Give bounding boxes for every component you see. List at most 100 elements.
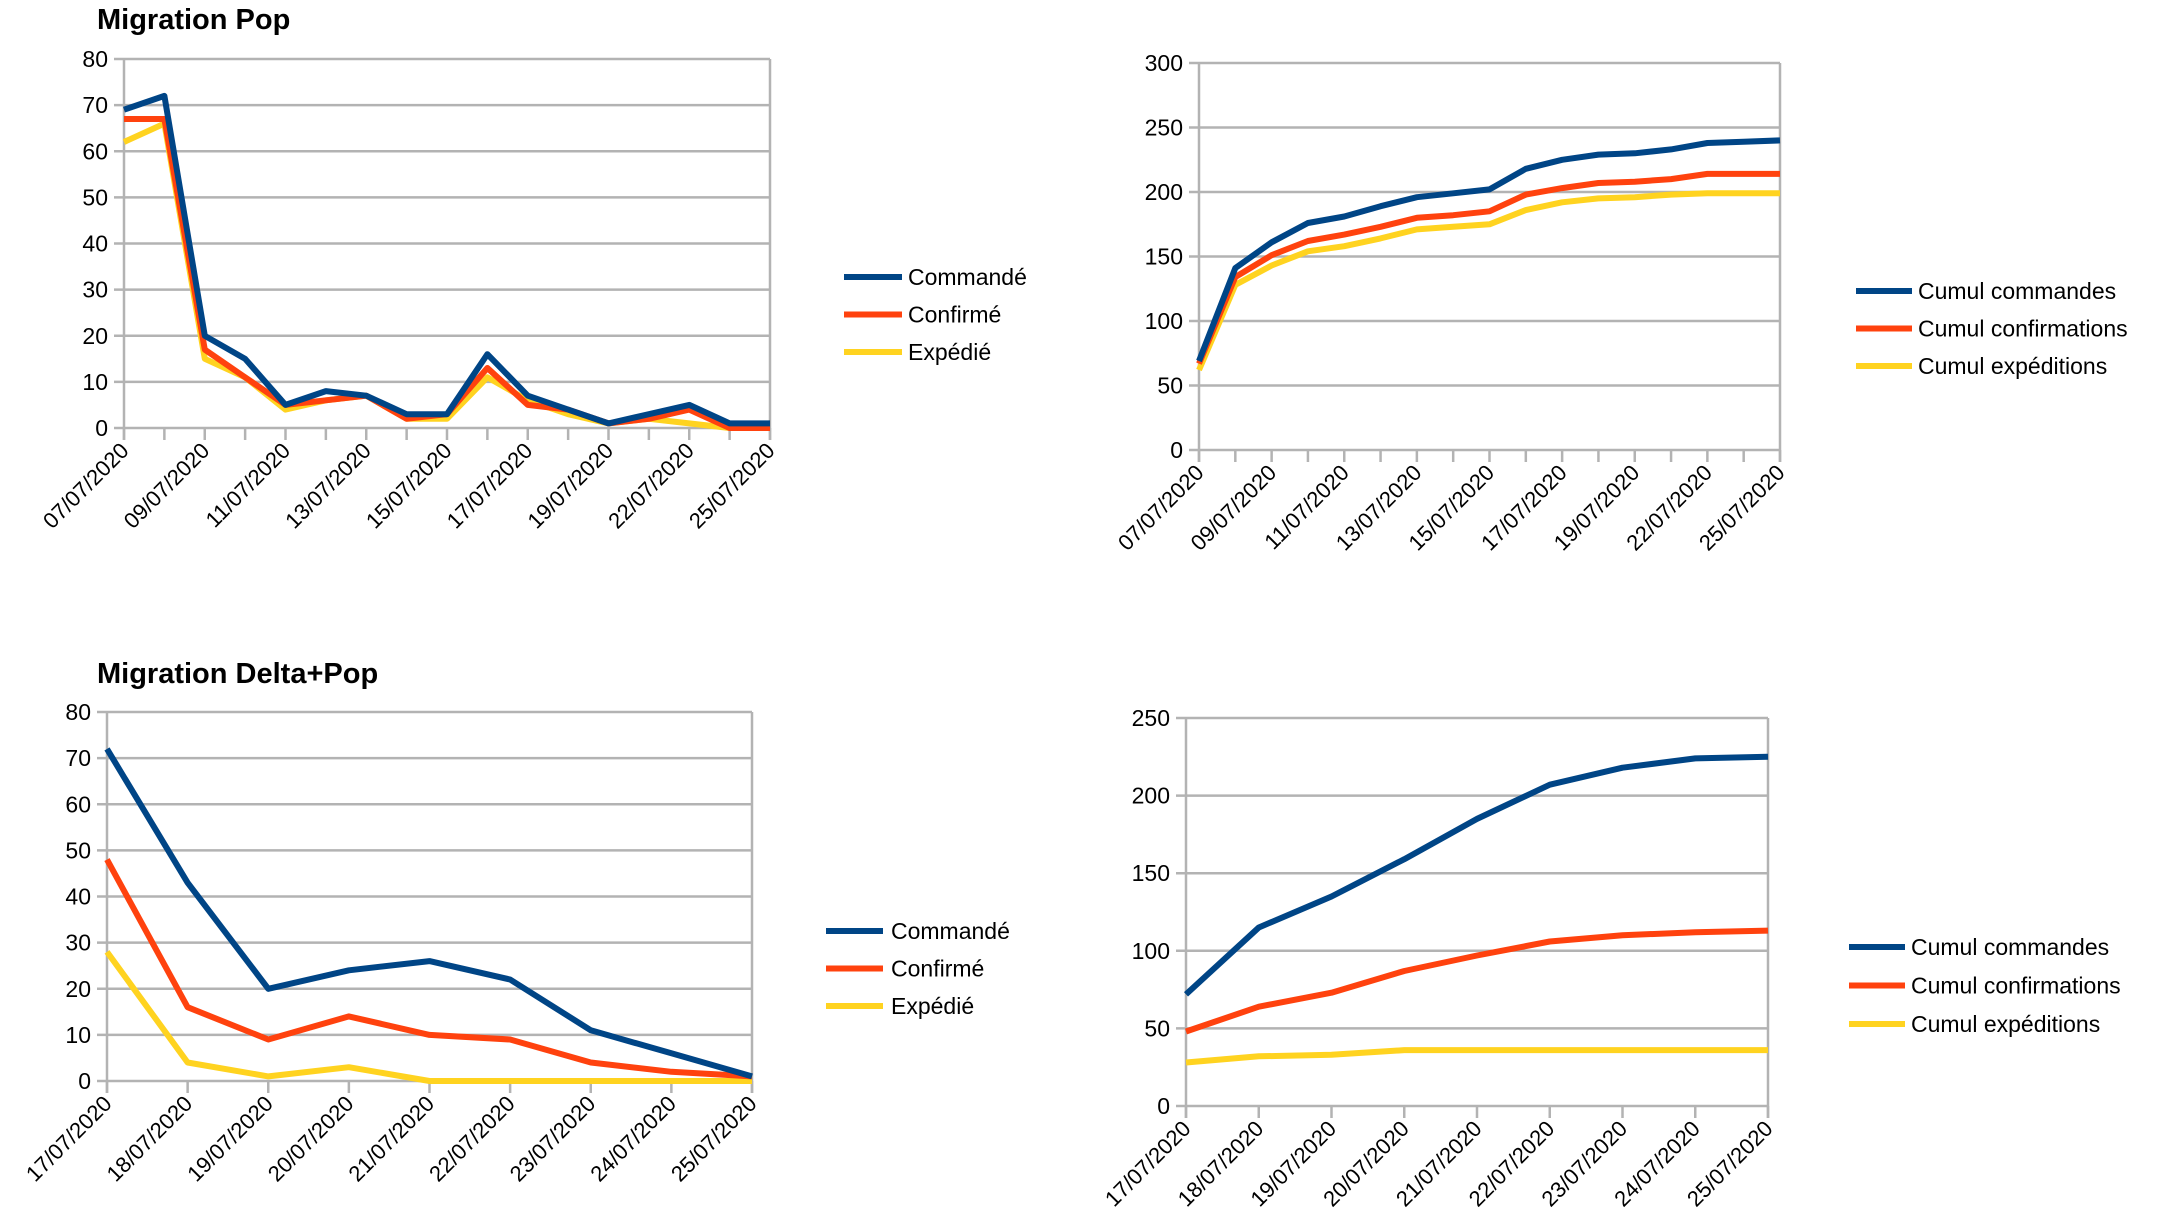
y-tick-label: 0 [1170, 437, 1183, 463]
data-point-cumul-confirmations [1777, 171, 1783, 177]
data-point-expedie [161, 121, 167, 127]
data-point-cumul-commandes [1414, 194, 1420, 200]
data-point-cumul-confirmations [1523, 192, 1529, 198]
data-point-cumul-expeditions [1305, 248, 1311, 254]
data-point-expedie [427, 1078, 433, 1084]
data-point-cumul-expeditions [1595, 195, 1601, 201]
y-tick-label: 60 [65, 791, 91, 817]
data-point-cumul-expeditions [1777, 190, 1783, 196]
legend-item-cumul-expeditions: Cumul expéditions [1849, 1011, 2100, 1037]
x-tick-label: 24/07/2020 [585, 1091, 681, 1187]
x-axis-ticks [1197, 450, 1782, 462]
data-point-expedie [727, 425, 733, 431]
data-point-cumul-commandes [1269, 239, 1275, 245]
data-point-cumul-confirmations [1559, 185, 1565, 191]
data-point-commande [588, 1027, 594, 1033]
data-point-cumul-expeditions [1741, 190, 1747, 196]
x-tick-label: 07/07/2020 [38, 438, 134, 534]
y-tick-label: 30 [82, 277, 108, 303]
data-point-cumul-expeditions [1668, 192, 1674, 198]
gridlines [97, 710, 752, 1083]
series-line-cumul-expeditions [1185, 1047, 1768, 1066]
data-point-cumul-commandes [1474, 816, 1480, 822]
legend-item-cumul-expeditions: Cumul expéditions [1856, 353, 2107, 379]
data-point-confirme [484, 365, 490, 371]
x-tick-label: 22/07/2020 [424, 1091, 520, 1187]
legend-label: Commandé [891, 918, 1010, 944]
series-line-commande [104, 747, 753, 1080]
data-point-cumul-expeditions [1487, 221, 1493, 227]
data-point-confirme [668, 1069, 674, 1075]
data-point-cumul-commandes [1401, 856, 1407, 862]
legend-label: Cumul confirmations [1911, 973, 2121, 999]
legend-item-confirme: Confirmé [826, 956, 984, 982]
data-point-cumul-confirmations [1378, 224, 1384, 230]
y-tick-label: 10 [65, 1022, 91, 1048]
legend-label: Commandé [908, 264, 1027, 290]
data-point-cumul-confirmations [1620, 932, 1626, 938]
y-tick-label: 60 [82, 138, 108, 164]
y-tick-label: 80 [65, 699, 91, 725]
data-point-cumul-confirmations [1329, 990, 1335, 996]
y-tick-label: 30 [65, 930, 91, 956]
x-axis-ticks [122, 428, 772, 440]
data-point-cumul-confirmations [1692, 929, 1698, 935]
legend-item-expedie: Expédié [826, 993, 974, 1019]
data-point-cumul-confirmations [1704, 171, 1710, 177]
y-axis-labels: 0 50 100 150 200 250 [1132, 705, 1170, 1119]
data-point-expedie [686, 420, 692, 426]
legend-label: Cumul expéditions [1911, 1011, 2100, 1037]
data-point-expedie [404, 416, 410, 422]
series-line-cumul-confirmations [1185, 927, 1769, 1035]
data-point-commande [161, 93, 167, 99]
legend-item-expedie: Expédié [844, 339, 991, 365]
data-point-expedie [668, 1078, 674, 1084]
data-point-cumul-confirmations [1414, 215, 1420, 221]
series-line-confirme [104, 858, 753, 1080]
y-tick-label: 10 [82, 369, 108, 395]
data-point-confirme [588, 1060, 594, 1066]
data-point-cumul-expeditions [1523, 207, 1529, 213]
data-point-cumul-expeditions [1474, 1047, 1480, 1053]
data-point-cumul-commandes [1256, 925, 1262, 931]
data-point-cumul-confirmations [1232, 274, 1238, 280]
data-point-cumul-confirmations [1183, 1029, 1189, 1035]
series-line-cumul-commandes [1183, 753, 1769, 997]
legend-label: Cumul commandes [1911, 934, 2109, 960]
data-point-cumul-confirmations [1341, 232, 1347, 238]
data-points [104, 746, 755, 1084]
data-point-expedie [121, 139, 127, 145]
legend-item-cumul-confirmations: Cumul confirmations [1856, 316, 2128, 342]
data-point-cumul-commandes [1523, 166, 1529, 172]
data-point-cumul-commandes [1595, 152, 1601, 158]
x-axis-labels: 17/07/202018/07/202019/07/202020/07/2020… [21, 1091, 762, 1187]
data-point-cumul-expeditions [1414, 226, 1420, 232]
legend: Cumul commandes Cumul confirmations Cumul … [1849, 934, 2121, 1037]
y-axis-labels: 0 10 20 30 40 50 60 70 80 [82, 46, 108, 441]
y-tick-label: 150 [1132, 860, 1170, 886]
data-point-cumul-commandes [1668, 146, 1674, 152]
legend-label: Confirmé [891, 956, 984, 982]
data-point-commande [507, 977, 513, 983]
data-point-expedie [525, 397, 531, 403]
data-point-expedie [346, 1064, 352, 1070]
data-point-commande [323, 388, 329, 394]
series-line-cumul-commandes [1196, 137, 1781, 363]
legend-label: Expédié [908, 339, 991, 365]
data-point-expedie [606, 420, 612, 426]
data-point-expedie [265, 1073, 271, 1079]
data-point-cumul-confirmations [1632, 179, 1638, 185]
x-tick-label: 13/07/2020 [280, 438, 376, 534]
data-point-cumul-expeditions [1341, 243, 1347, 249]
data-point-cumul-expeditions [1547, 1047, 1553, 1053]
data-point-expedie [565, 411, 571, 417]
x-axis-labels: 07/07/202009/07/202011/07/202013/07/2020… [38, 438, 780, 534]
gridlines [114, 57, 770, 430]
legend: Commandé Confirmé Expédié [844, 264, 1027, 365]
series-line-commande [123, 92, 770, 427]
data-point-expedie [323, 397, 329, 403]
data-point-confirme [265, 1036, 271, 1042]
data-point-cumul-confirmations [1668, 176, 1674, 182]
legend-item-cumul-commandes: Cumul commandes [1849, 934, 2109, 960]
x-tick-label: 25/07/2020 [684, 438, 780, 534]
